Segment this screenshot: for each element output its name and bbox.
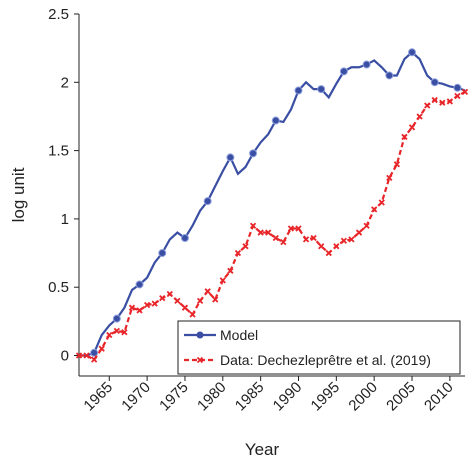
y-tick-label: 1 (61, 211, 69, 228)
point (430, 78, 439, 87)
legend-label: Data: Dechezleprêtre et al. (2019) (220, 352, 431, 368)
point (439, 99, 446, 106)
x-tick-label: 1985 (232, 379, 268, 415)
point (181, 304, 189, 311)
point (461, 88, 468, 96)
legend-box (177, 320, 461, 375)
point (135, 280, 144, 289)
point (386, 174, 393, 182)
point (113, 327, 120, 335)
point (75, 352, 83, 359)
point (280, 238, 287, 246)
point (371, 206, 378, 213)
point (453, 83, 462, 92)
point (408, 48, 417, 57)
point (234, 249, 242, 257)
point (294, 86, 303, 95)
point (98, 345, 105, 352)
point (362, 60, 371, 69)
point (287, 225, 295, 232)
point (454, 92, 461, 100)
point (121, 329, 128, 336)
point (106, 331, 113, 339)
point (446, 98, 453, 105)
point (310, 234, 317, 242)
point (219, 277, 226, 284)
point (226, 153, 235, 162)
x-tick-label: 2010 (421, 379, 457, 415)
y-tick-label: 0 (61, 348, 69, 365)
x-tick-label: 1965 (80, 379, 116, 415)
legend-marker (196, 356, 204, 364)
x-tick-label: 2000 (345, 379, 381, 415)
point (340, 237, 348, 244)
point (174, 297, 181, 305)
point (151, 300, 158, 307)
point (408, 124, 416, 131)
point (143, 301, 151, 309)
point (204, 288, 211, 295)
point (189, 311, 196, 318)
point (83, 352, 90, 359)
x-tick-label: 1980 (194, 379, 230, 415)
point (91, 356, 98, 363)
x-tick-label: 2005 (383, 379, 419, 415)
point (424, 102, 431, 109)
x-tick-label: 1995 (308, 379, 344, 415)
point (325, 249, 332, 257)
point (378, 199, 385, 206)
point (159, 294, 166, 302)
legend: Model Data: Dechezleprêtre et al. (2019) (177, 320, 461, 375)
series-line (79, 90, 466, 362)
point (355, 229, 363, 236)
point (271, 116, 280, 125)
point (363, 222, 370, 229)
x-tick-label: 1975 (156, 379, 192, 415)
point (242, 243, 249, 250)
point (112, 314, 121, 323)
point (295, 225, 302, 232)
point (249, 222, 257, 229)
legend-label: Model (220, 327, 258, 343)
x-tick-label: 1970 (118, 379, 154, 415)
point (180, 234, 189, 243)
point (431, 96, 438, 104)
point (393, 161, 401, 168)
point (203, 197, 212, 206)
point (136, 307, 143, 314)
point (196, 297, 204, 305)
series-line (79, 50, 466, 357)
point (249, 149, 258, 158)
y-tick-label: 2 (61, 74, 69, 91)
point (128, 304, 136, 311)
point (212, 296, 219, 303)
legend-marker (196, 331, 204, 339)
y-axis-label: log unit (9, 167, 28, 222)
point (385, 71, 394, 80)
point (265, 229, 272, 236)
point (90, 348, 99, 357)
point (272, 234, 279, 242)
point (257, 229, 264, 236)
point (158, 249, 167, 258)
y-tick-label: 1.5 (48, 143, 69, 160)
point (166, 290, 173, 298)
point (401, 133, 408, 141)
point (227, 267, 234, 274)
point (339, 67, 348, 76)
point (333, 243, 340, 250)
y-tick-label: 0.5 (48, 279, 69, 296)
point (317, 85, 326, 94)
point (302, 236, 310, 243)
point (416, 113, 423, 120)
x-axis-label: Year (245, 440, 280, 459)
point (318, 243, 325, 250)
point (348, 236, 355, 243)
y-tick-label: 2.5 (48, 6, 69, 23)
x-tick-label: 1990 (270, 379, 306, 415)
